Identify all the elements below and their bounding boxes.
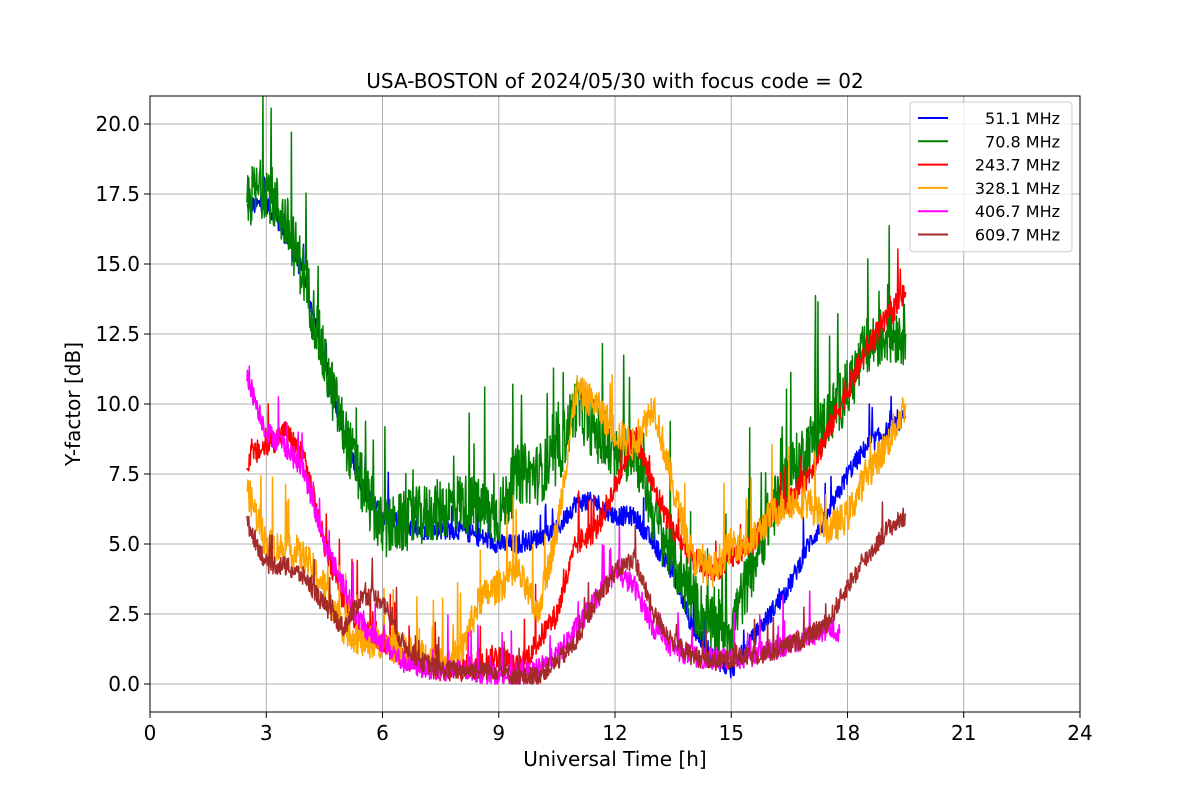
legend: 51.1 MHz 70.8 MHz 243.7 MHz 328.1 MHz 406.7 … bbox=[909, 101, 1073, 253]
y-tick-label: 2.5 bbox=[108, 602, 140, 626]
y-tick-label: 5.0 bbox=[108, 532, 140, 556]
chart-title: USA-BOSTON of 2024/05/30 with focus code… bbox=[366, 69, 863, 93]
series-line bbox=[246, 501, 907, 685]
y-axis-label: Y-factor [dB] bbox=[61, 342, 85, 467]
x-tick-label: 24 bbox=[1067, 721, 1092, 745]
y-tick-label: 20.0 bbox=[95, 112, 140, 136]
y-tick-label: 7.5 bbox=[108, 462, 140, 486]
y-tick-label: 17.5 bbox=[95, 182, 140, 206]
x-axis-label: Universal Time [h] bbox=[523, 747, 706, 771]
x-tick-label: 6 bbox=[376, 721, 389, 745]
series-traces bbox=[246, 96, 907, 685]
x-tick-label: 15 bbox=[719, 721, 744, 745]
y-tick-label: 15.0 bbox=[95, 252, 140, 276]
legend-label: 70.8 MHz bbox=[985, 132, 1060, 151]
legend-label: 609.7 MHz bbox=[975, 226, 1060, 245]
y-tick-label: 12.5 bbox=[95, 322, 140, 346]
x-tick-label: 0 bbox=[144, 721, 157, 745]
y-axis: 0.0 2.5 5.0 7.5 10.0 12.5 15.0 17.5 20.0 bbox=[95, 112, 150, 696]
x-tick-label: 21 bbox=[951, 721, 976, 745]
x-tick-label: 18 bbox=[835, 721, 860, 745]
series-line bbox=[246, 96, 907, 658]
legend-label: 406.7 MHz bbox=[975, 202, 1060, 221]
legend-label: 51.1 MHz bbox=[985, 109, 1060, 128]
x-tick-label: 9 bbox=[492, 721, 505, 745]
legend-box bbox=[909, 101, 1073, 253]
y-tick-label: 10.0 bbox=[95, 392, 140, 416]
plot-area bbox=[246, 96, 907, 685]
y-tick-label: 0.0 bbox=[108, 672, 140, 696]
x-axis: 0 3 6 9 12 15 18 21 24 bbox=[144, 712, 1093, 745]
legend-label: 328.1 MHz bbox=[975, 179, 1060, 198]
x-tick-label: 3 bbox=[260, 721, 273, 745]
legend-label: 243.7 MHz bbox=[975, 156, 1060, 175]
x-tick-label: 12 bbox=[602, 721, 627, 745]
